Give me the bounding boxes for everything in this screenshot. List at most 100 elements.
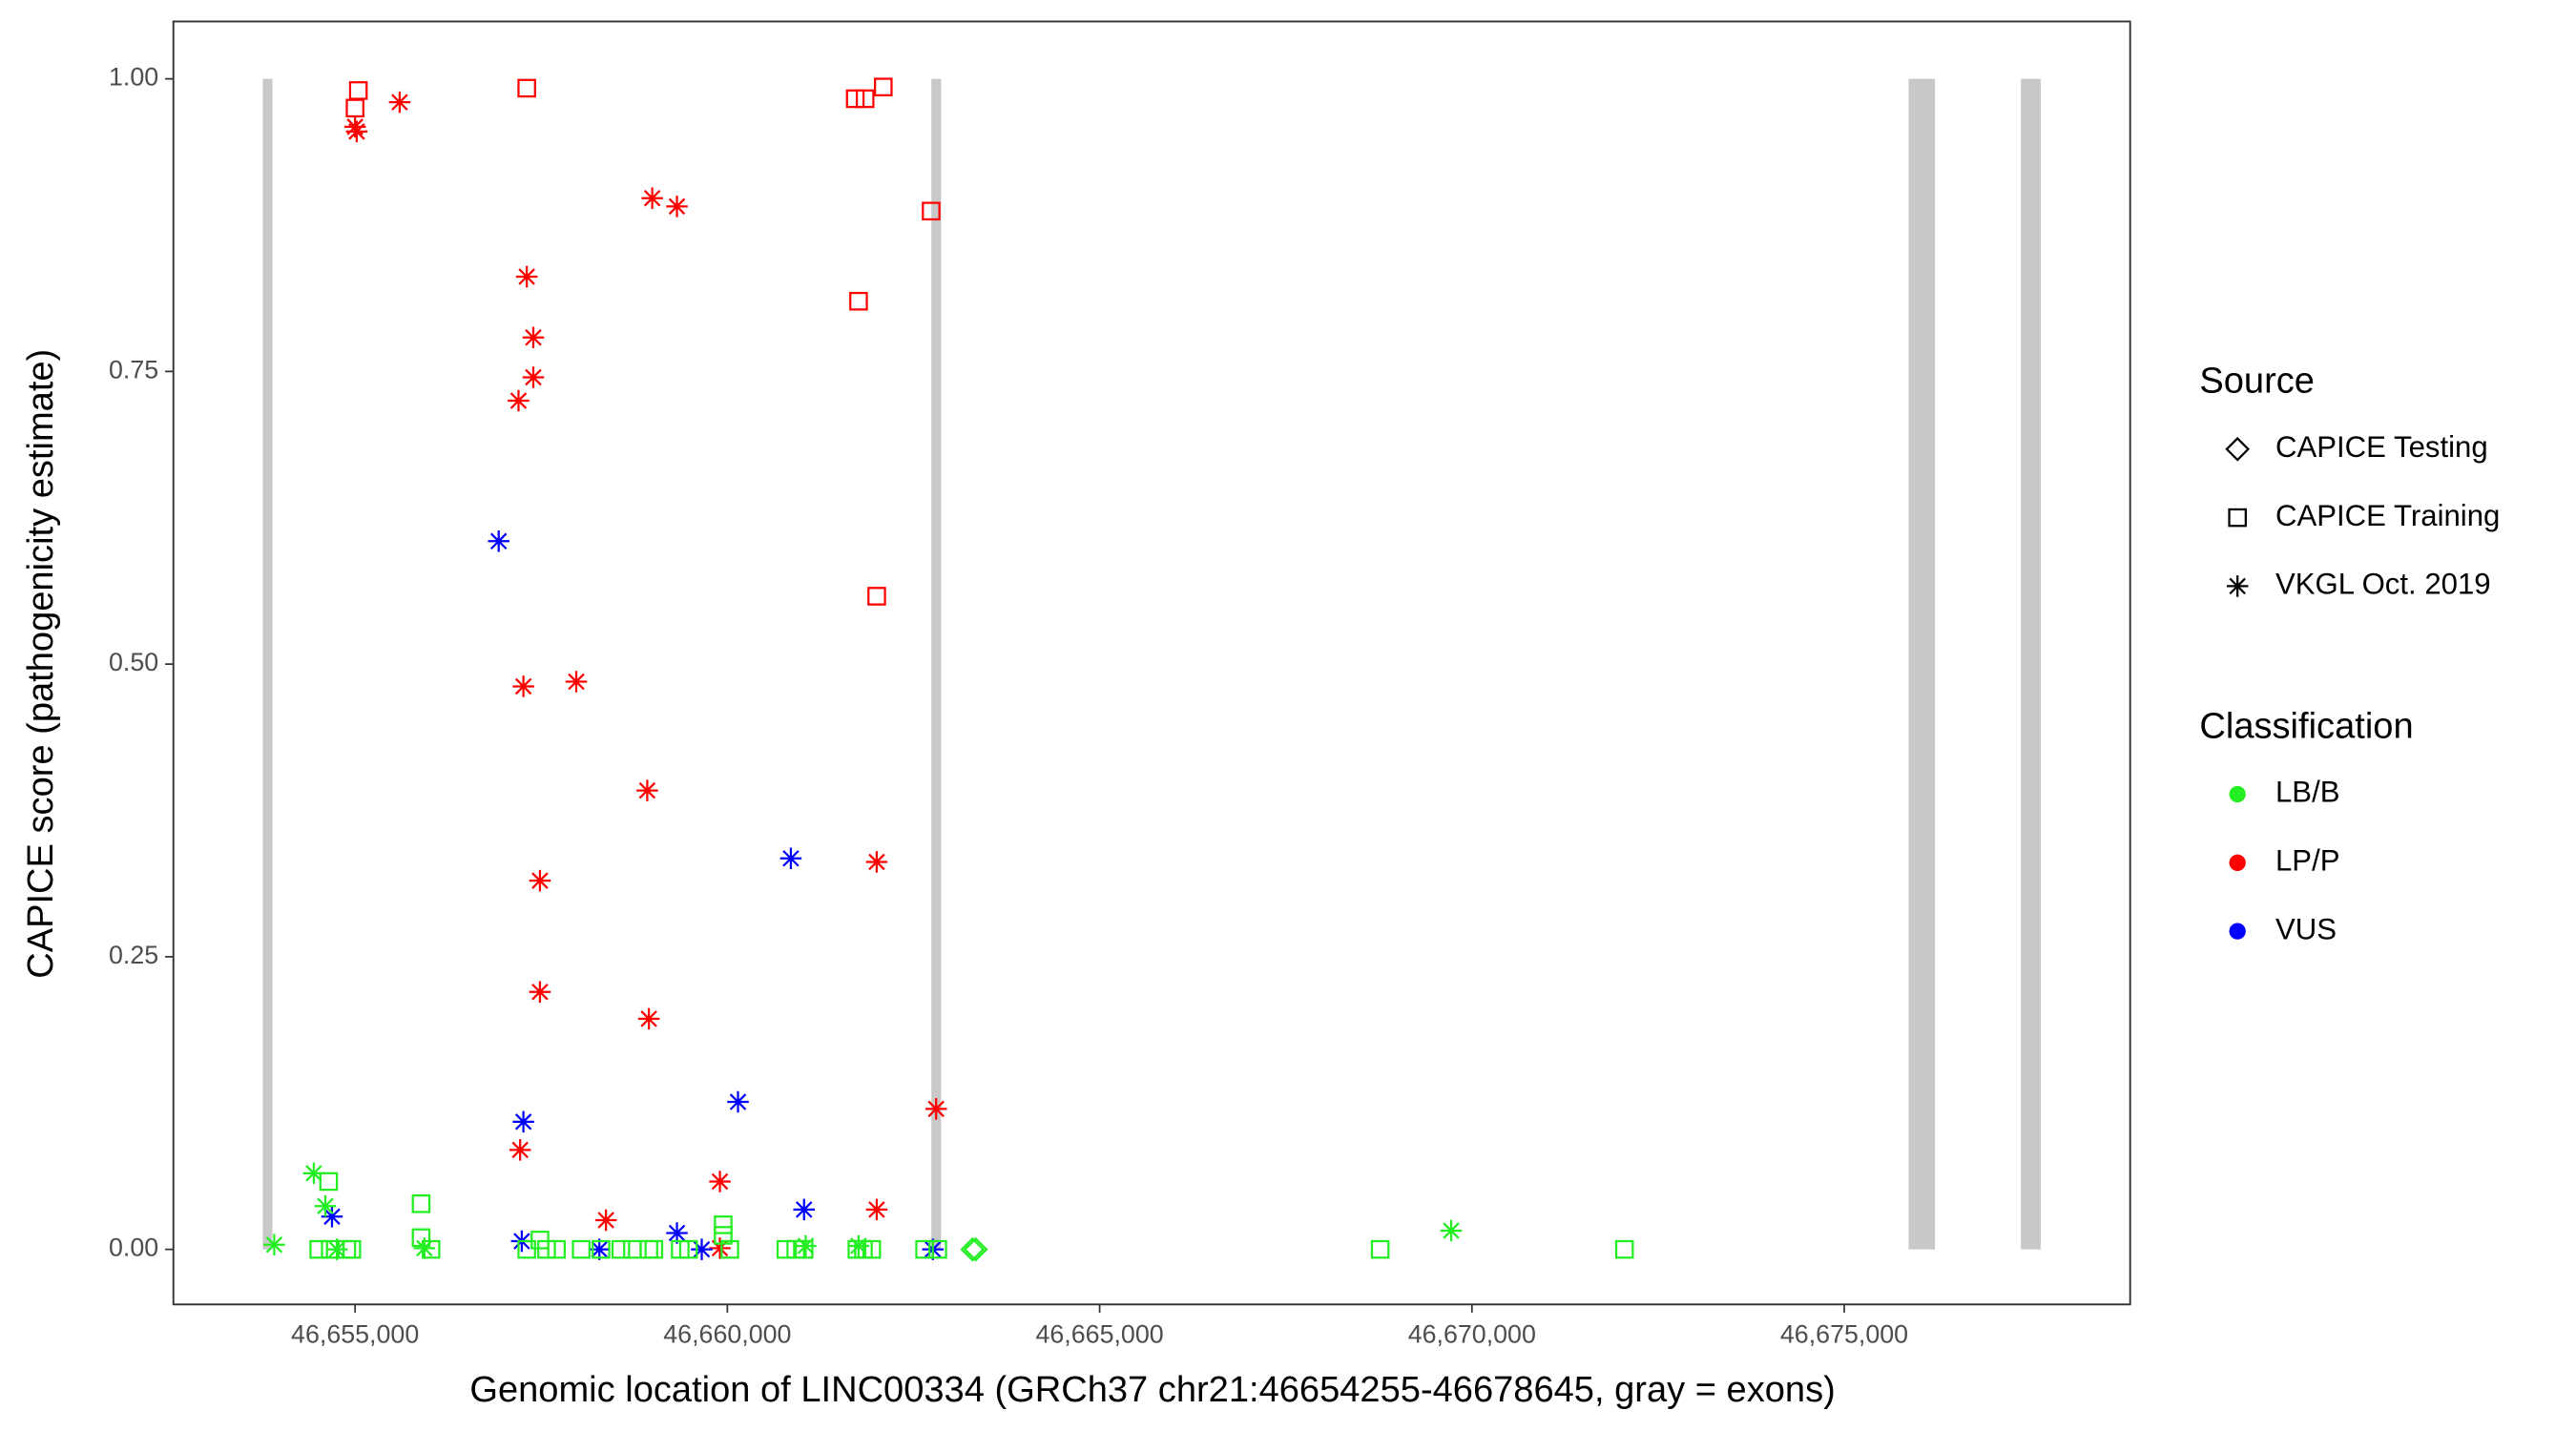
- point: [666, 196, 688, 218]
- y-tick-label: 0.75: [109, 355, 158, 384]
- point: [794, 1239, 814, 1259]
- point: [779, 847, 802, 870]
- y-tick-label: 0.00: [109, 1234, 158, 1262]
- point: [1614, 1239, 1634, 1259]
- point: [709, 1171, 731, 1192]
- x-tick-label: 46,675,000: [1780, 1319, 1908, 1348]
- point: [314, 1194, 337, 1217]
- y-tick-label: 1.00: [109, 63, 158, 92]
- point: [529, 981, 551, 1003]
- legend-symbol: [2225, 436, 2251, 462]
- point: [522, 326, 545, 349]
- point: [530, 1231, 550, 1250]
- exon: [931, 78, 942, 1250]
- point: [345, 98, 364, 118]
- point: [547, 1239, 567, 1259]
- point: [915, 1239, 934, 1259]
- point: [865, 1198, 888, 1221]
- point: [515, 265, 538, 288]
- point: [795, 1234, 817, 1257]
- point: [537, 1239, 556, 1259]
- point: [727, 1090, 749, 1113]
- point: [512, 675, 534, 697]
- point: [709, 1237, 731, 1259]
- legend-symbol: [2228, 508, 2247, 528]
- panel-border: [172, 20, 2131, 1306]
- legend-symbol: [2229, 923, 2246, 940]
- legend-title: Source: [2199, 362, 2315, 402]
- point: [319, 1172, 339, 1192]
- point: [1370, 1239, 1390, 1259]
- point: [413, 1237, 436, 1259]
- point: [302, 1162, 325, 1185]
- legend-symbol: [2226, 575, 2249, 597]
- point: [421, 1239, 441, 1259]
- point: [529, 869, 551, 892]
- point: [960, 1236, 986, 1262]
- point: [637, 1007, 660, 1030]
- point: [776, 1239, 796, 1259]
- point: [678, 1239, 698, 1259]
- point: [388, 91, 411, 114]
- point: [342, 1239, 362, 1259]
- point: [666, 1222, 688, 1244]
- point: [565, 671, 588, 693]
- point: [793, 1198, 816, 1221]
- point: [855, 89, 875, 109]
- point: [592, 1239, 611, 1259]
- point: [411, 1228, 431, 1248]
- point: [924, 1098, 947, 1120]
- point: [636, 779, 658, 801]
- point: [571, 1239, 591, 1259]
- point: [508, 389, 530, 412]
- x-axis-title: Genomic location of LINC00334 (GRCh37 ch…: [469, 1370, 1835, 1410]
- legend-label: VUS: [2275, 912, 2337, 945]
- y-tick-label: 0.50: [109, 648, 158, 676]
- x-tick-label: 46,665,000: [1035, 1319, 1163, 1348]
- point: [522, 366, 545, 388]
- legend-label: CAPICE Training: [2275, 499, 2500, 532]
- point: [345, 120, 368, 143]
- legend-label: CAPICE Testing: [2275, 430, 2488, 464]
- point: [488, 530, 509, 552]
- exon: [262, 78, 273, 1250]
- point: [517, 78, 536, 98]
- point: [714, 1226, 733, 1245]
- x-tick-label: 46,670,000: [1408, 1319, 1536, 1348]
- point: [874, 77, 893, 96]
- point: [588, 1238, 611, 1260]
- point: [1440, 1219, 1463, 1242]
- legend-symbol: [2229, 854, 2246, 871]
- x-tick-label: 46,655,000: [291, 1319, 419, 1348]
- point: [343, 115, 366, 138]
- point: [325, 1238, 348, 1260]
- point: [644, 1239, 664, 1259]
- legend-label: VKGL Oct. 2019: [2275, 568, 2491, 601]
- point: [594, 1209, 617, 1232]
- legend-label: LB/B: [2275, 776, 2340, 809]
- point: [714, 1215, 733, 1234]
- point: [263, 1234, 285, 1255]
- point: [691, 1238, 713, 1260]
- y-tick-label: 0.25: [109, 941, 158, 969]
- point: [849, 291, 868, 311]
- legend-symbol: [2229, 785, 2246, 803]
- point: [509, 1139, 531, 1161]
- panel-background: [173, 21, 2130, 1305]
- point: [517, 1239, 536, 1259]
- point: [720, 1239, 739, 1259]
- y-axis-title: CAPICE score (pathogenicity estimate): [21, 349, 61, 979]
- point: [611, 1239, 631, 1259]
- point: [922, 201, 941, 221]
- legend-label: LP/P: [2275, 844, 2340, 878]
- point: [845, 89, 865, 109]
- point: [862, 1239, 882, 1259]
- exon: [2021, 78, 2041, 1250]
- point: [641, 187, 663, 210]
- x-tick-label: 46,660,000: [663, 1319, 791, 1348]
- point: [867, 587, 886, 606]
- point: [512, 1110, 534, 1133]
- point: [847, 1234, 870, 1257]
- point: [963, 1236, 988, 1262]
